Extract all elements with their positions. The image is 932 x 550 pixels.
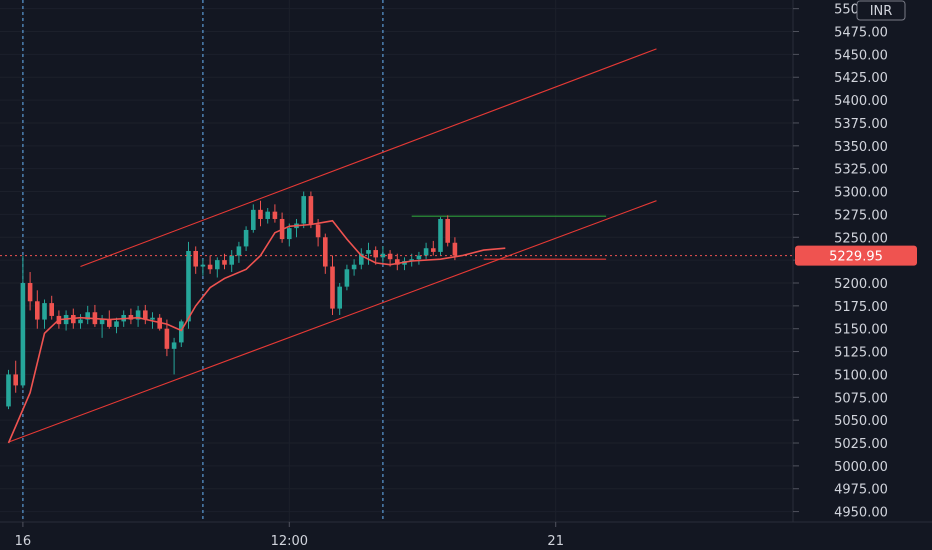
price-tick-label: 5075.00 xyxy=(834,391,888,406)
candle-body xyxy=(222,260,227,265)
currency-badge-label: INR xyxy=(870,4,893,19)
price-tick-label: 5475.00 xyxy=(834,26,888,41)
time-axis[interactable]: 16 12:00 21 xyxy=(15,522,564,549)
candle-body xyxy=(6,374,11,407)
candle-body xyxy=(42,303,47,320)
candle-body xyxy=(272,211,278,219)
price-tick-label: 4975.00 xyxy=(834,483,888,498)
candle-body xyxy=(150,317,155,320)
candle-body xyxy=(287,228,292,240)
price-tick-label: 5325.00 xyxy=(834,163,888,178)
candle-body xyxy=(85,312,90,320)
candle-body xyxy=(337,286,342,309)
price-tick-label: 5150.00 xyxy=(834,323,888,338)
candle-body xyxy=(20,282,26,386)
price-tick-label: 5250.00 xyxy=(834,231,888,246)
candle-body xyxy=(243,229,249,247)
candle-body xyxy=(200,264,206,267)
candle-body xyxy=(114,321,119,327)
price-tick-label: 5100.00 xyxy=(834,368,888,383)
price-tick-label: 5200.00 xyxy=(834,277,888,292)
candle-body xyxy=(351,264,357,270)
price-tick-label: 5425.00 xyxy=(834,71,888,86)
candle-body xyxy=(179,321,184,343)
current-price-label: 5229.95 xyxy=(829,250,883,265)
drawing-tools-layer xyxy=(8,48,657,443)
price-tick-label: 5175.00 xyxy=(834,300,888,315)
candle-body xyxy=(143,310,148,320)
candle-body xyxy=(193,250,198,267)
candle-body xyxy=(186,250,191,322)
candle-body xyxy=(13,374,18,386)
candle-body xyxy=(423,248,429,256)
candle-body xyxy=(323,237,328,267)
candle-body xyxy=(373,250,378,258)
candle-body xyxy=(315,224,321,238)
candle-body xyxy=(107,319,112,327)
candle-body xyxy=(27,282,33,302)
grid-layer xyxy=(0,0,793,522)
candle-body xyxy=(171,342,177,349)
candle-body xyxy=(128,314,134,320)
candle-body xyxy=(164,328,170,349)
candle-body xyxy=(366,250,371,254)
candle-body xyxy=(380,253,386,258)
candle-body xyxy=(78,319,83,324)
price-tick-label: 5125.00 xyxy=(834,346,888,361)
candle-body xyxy=(330,266,335,309)
price-tick-label: 5050.00 xyxy=(834,414,888,429)
candle-body xyxy=(431,248,436,252)
price-tick-label: 5275.00 xyxy=(834,208,888,223)
price-tick-label: 4950.00 xyxy=(834,506,888,521)
candle-body xyxy=(452,242,458,256)
candle-body xyxy=(49,303,54,316)
candle-body xyxy=(99,319,105,325)
candle-body xyxy=(344,269,350,287)
candle-body xyxy=(207,264,213,270)
channel-trend-line xyxy=(8,200,657,443)
price-tick-label: 5025.00 xyxy=(834,437,888,452)
candle-body xyxy=(229,255,234,265)
price-tick-label: 5450.00 xyxy=(834,48,888,63)
candle-body xyxy=(215,260,220,270)
price-tick-label: 5000.00 xyxy=(834,460,888,475)
candle-body xyxy=(416,255,422,260)
candle-body xyxy=(236,246,242,256)
candle-body xyxy=(445,218,450,243)
candle-body xyxy=(265,211,270,219)
time-tick-label: 12:00 xyxy=(271,534,308,549)
time-tick-label: 21 xyxy=(547,534,564,549)
candle-body xyxy=(387,253,393,260)
price-axis[interactable]: 5500.005475.005450.005425.005400.005375.… xyxy=(793,3,888,521)
candle-body xyxy=(251,209,256,230)
candle-body xyxy=(258,209,263,219)
candle-body xyxy=(301,196,306,224)
price-tick-label: 5400.00 xyxy=(834,94,888,109)
candle-body xyxy=(409,259,414,262)
candle-body xyxy=(308,196,314,225)
currency-badge[interactable]: INR xyxy=(856,0,906,21)
candle-body xyxy=(395,259,400,265)
candle-body xyxy=(438,218,443,252)
candle-body xyxy=(359,253,364,265)
price-tick-label: 5300.00 xyxy=(834,186,888,201)
price-tick-label: 5350.00 xyxy=(834,140,888,155)
channel-trend-line xyxy=(80,48,657,268)
candle-body xyxy=(35,301,40,320)
current-price-badge: 5229.95 xyxy=(795,245,917,266)
price-tick-label: 5375.00 xyxy=(834,117,888,132)
candle-body xyxy=(135,310,141,320)
time-tick-label: 16 xyxy=(15,534,32,549)
